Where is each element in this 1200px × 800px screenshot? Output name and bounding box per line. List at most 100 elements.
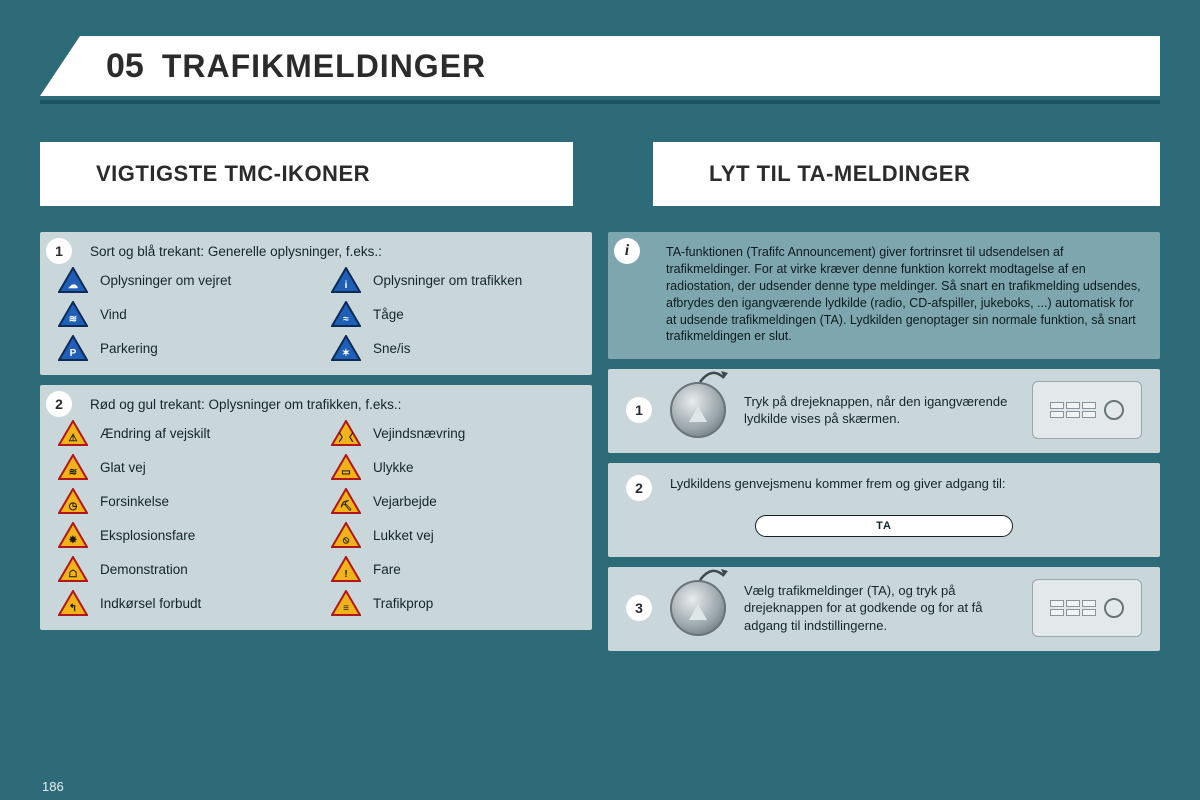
svg-text:▭: ▭ (341, 467, 350, 478)
section-title-banner: 05 TRAFIKMELDINGER (40, 36, 1160, 96)
tmc-icon-item: ⦸ Lukket vej (331, 522, 574, 548)
tmc-icon-item: i Oplysninger om trafikken (331, 267, 574, 293)
step-badge: 1 (626, 397, 652, 423)
tmc-icon-item: ⚠ Ændring af vejskilt (58, 420, 301, 446)
svg-text:P: P (70, 348, 77, 359)
tmc-icon-label: Vejarbejde (373, 494, 437, 509)
tmc-icon-item: ☖ Demonstration (58, 556, 301, 582)
tmc-icon-item: 〉〈 Vejindsnævring (331, 420, 574, 446)
warning-triangle-icon: ✸ (58, 522, 88, 548)
rotary-knob-icon (670, 382, 726, 438)
warning-triangle-icon: ☖ (58, 556, 88, 582)
ta-step-3: 3 Vælg trafikmeldinger (TA), og tryk på … (608, 567, 1160, 651)
radio-unit-icon (1032, 381, 1142, 439)
radio-unit-icon (1032, 579, 1142, 637)
tmc-icon-item: ≈ Tåge (331, 301, 574, 327)
svg-text:≋: ≋ (69, 314, 77, 325)
step-text: Tryk på drejeknappen, når den igangværen… (744, 393, 1014, 428)
tmc-icon-item: P Parkering (58, 335, 301, 361)
content-columns: 1 Sort og blå trekant: Generelle oplysni… (40, 232, 1160, 770)
ta-step-1: 1 Tryk på drejeknappen, når den igangvær… (608, 369, 1160, 453)
svg-text:⦸: ⦸ (343, 535, 350, 546)
tmc-icon-label: Oplysninger om vejret (100, 273, 231, 288)
svg-text:≡: ≡ (343, 603, 349, 614)
ta-step-2: 2 Lydkildens genvejsmenu kommer frem og … (608, 463, 1160, 557)
tmc-icon-item: ⛏ Vejarbejde (331, 488, 574, 514)
warning-triangle-icon: ◷ (58, 488, 88, 514)
step-badge: 3 (626, 595, 652, 621)
right-subsection-title: LYT TIL TA-MELDINGER (709, 161, 970, 187)
warning-triangle-icon: ⚠ (58, 420, 88, 446)
rotate-arrow-icon (698, 566, 728, 584)
icon-grid: ☁ Oplysninger om vejret i Oplysninger om… (58, 267, 574, 361)
tmc-icon-label: Indkørsel forbudt (100, 596, 201, 611)
left-subsection-title: VIGTIGSTE TMC-IKONER (96, 161, 370, 187)
tmc-icon-item: ! Fare (331, 556, 574, 582)
tmc-icon-label: Parkering (100, 341, 158, 356)
svg-text:◷: ◷ (69, 501, 78, 512)
svg-text:i: i (345, 280, 348, 291)
rotary-knob-icon (670, 580, 726, 636)
svg-text:≈: ≈ (343, 314, 349, 325)
header-divider-tab (573, 142, 653, 206)
warning-triangle-icon: ▭ (331, 454, 361, 480)
warning-triangle-icon: 〉〈 (331, 420, 361, 446)
tmc-icon-label: Glat vej (100, 460, 146, 475)
right-column: i TA-funktionen (Trafifc Announcement) g… (608, 232, 1160, 770)
svg-text:↰: ↰ (69, 603, 77, 614)
tmc-icons-warning-box: 2 Rød og gul trekant: Oplysninger om tra… (40, 385, 592, 630)
svg-text:☁: ☁ (68, 280, 78, 291)
svg-text:⚠: ⚠ (69, 433, 78, 444)
svg-text:✸: ✸ (68, 535, 78, 546)
tmc-icon-item: ↰ Indkørsel forbudt (58, 590, 301, 616)
subsection-headers: VIGTIGSTE TMC-IKONER LYT TIL TA-MELDINGE… (40, 142, 1160, 206)
info-triangle-icon: i (331, 267, 361, 293)
warning-triangle-icon: ⦸ (331, 522, 361, 548)
tmc-icon-label: Vejindsnævring (373, 426, 465, 441)
tmc-icon-label: Oplysninger om trafikken (373, 273, 522, 288)
step-badge: 2 (46, 391, 72, 417)
tmc-icon-label: Demonstration (100, 562, 188, 577)
warning-triangle-icon: ! (331, 556, 361, 582)
warning-triangle-icon: ↰ (58, 590, 88, 616)
warning-triangle-icon: ⛏ (331, 488, 361, 514)
tmc-icon-label: Lukket vej (373, 528, 434, 543)
step-badge: 1 (46, 238, 72, 264)
svg-text:⛏: ⛏ (340, 500, 353, 512)
box-intro-text: Rød og gul trekant: Oplysninger om trafi… (90, 397, 574, 412)
ta-info-text: TA-funktionen (Trafifc Announcement) giv… (666, 244, 1142, 345)
tmc-icon-item: ≡ Trafikprop (331, 590, 574, 616)
svg-text:!: ! (344, 569, 347, 580)
tmc-icon-item: ☁ Oplysninger om vejret (58, 267, 301, 293)
tmc-icon-label: Eksplosionsfare (100, 528, 195, 543)
info-triangle-icon: ≈ (331, 301, 361, 327)
warning-triangle-icon: ≡ (331, 590, 361, 616)
tmc-icon-label: Ulykke (373, 460, 414, 475)
tmc-icon-item: ▭ Ulykke (331, 454, 574, 480)
step-text: Vælg trafikmeldinger (TA), og tryk på dr… (744, 582, 1014, 635)
left-subsection-header: VIGTIGSTE TMC-IKONER (40, 142, 573, 206)
tmc-icon-label: Sne/is (373, 341, 411, 356)
info-triangle-icon: ☁ (58, 267, 88, 293)
svg-text:〉〈: 〉〈 (339, 431, 354, 444)
svg-text:☖: ☖ (69, 569, 78, 580)
tmc-icon-item: ✸ Eksplosionsfare (58, 522, 301, 548)
tmc-icon-label: Tåge (373, 307, 404, 322)
info-triangle-icon: P (58, 335, 88, 361)
page-number: 186 (42, 779, 64, 794)
warning-triangle-icon: ≋ (58, 454, 88, 480)
info-badge: i (614, 238, 640, 264)
rotate-arrow-icon (698, 368, 728, 386)
info-triangle-icon: ✶ (331, 335, 361, 361)
tmc-icon-item: ◷ Forsinkelse (58, 488, 301, 514)
box-intro-text: Sort og blå trekant: Generelle oplysning… (90, 244, 574, 259)
section-title: TRAFIKMELDINGER (162, 48, 486, 85)
manual-page: 05 TRAFIKMELDINGER VIGTIGSTE TMC-IKONER … (0, 0, 1200, 800)
tmc-icon-item: ✶ Sne/is (331, 335, 574, 361)
tmc-icon-label: Fare (373, 562, 401, 577)
left-column: 1 Sort og blå trekant: Generelle oplysni… (40, 232, 592, 770)
info-triangle-icon: ≋ (58, 301, 88, 327)
svg-text:✶: ✶ (342, 348, 350, 359)
tmc-icon-label: Trafikprop (373, 596, 433, 611)
tmc-icon-label: Ændring af vejskilt (100, 426, 210, 441)
